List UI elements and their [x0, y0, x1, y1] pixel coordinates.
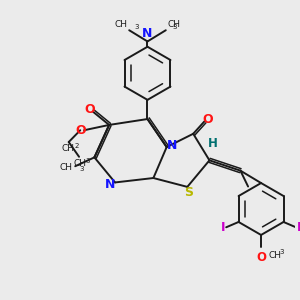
Text: 3: 3 — [279, 249, 284, 255]
Text: CH: CH — [60, 163, 73, 172]
Text: 3: 3 — [173, 24, 177, 30]
Text: S: S — [184, 186, 193, 199]
Text: 3: 3 — [79, 166, 84, 172]
Text: CH: CH — [61, 144, 75, 153]
Text: N: N — [142, 27, 153, 40]
Text: CH: CH — [167, 20, 180, 29]
Text: 3: 3 — [135, 24, 139, 30]
Text: O: O — [75, 124, 86, 137]
Text: CH: CH — [73, 159, 86, 168]
Text: I: I — [220, 221, 225, 234]
Text: 3: 3 — [85, 158, 90, 164]
Text: O: O — [256, 251, 266, 264]
Text: N: N — [104, 178, 115, 191]
Text: I: I — [297, 221, 300, 234]
Text: O: O — [84, 103, 95, 116]
Text: 2: 2 — [75, 143, 79, 149]
Text: H: H — [208, 137, 217, 150]
Text: CH: CH — [115, 20, 128, 29]
Text: CH: CH — [268, 251, 281, 260]
Text: N: N — [167, 139, 177, 152]
Text: O: O — [202, 112, 213, 125]
